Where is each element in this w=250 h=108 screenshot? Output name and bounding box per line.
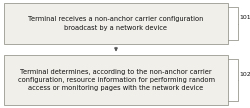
Text: Terminal determines, according to the non-anchor carrier
configuration, resource: Terminal determines, according to the no… [18, 69, 214, 91]
Text: 102: 102 [239, 71, 250, 76]
Text: Terminal receives a non-anchor carrier configuration
broadcast by a network devi: Terminal receives a non-anchor carrier c… [28, 16, 204, 31]
Text: 101: 101 [239, 15, 250, 20]
Bar [4, 3, 228, 44]
Bar [4, 55, 228, 105]
